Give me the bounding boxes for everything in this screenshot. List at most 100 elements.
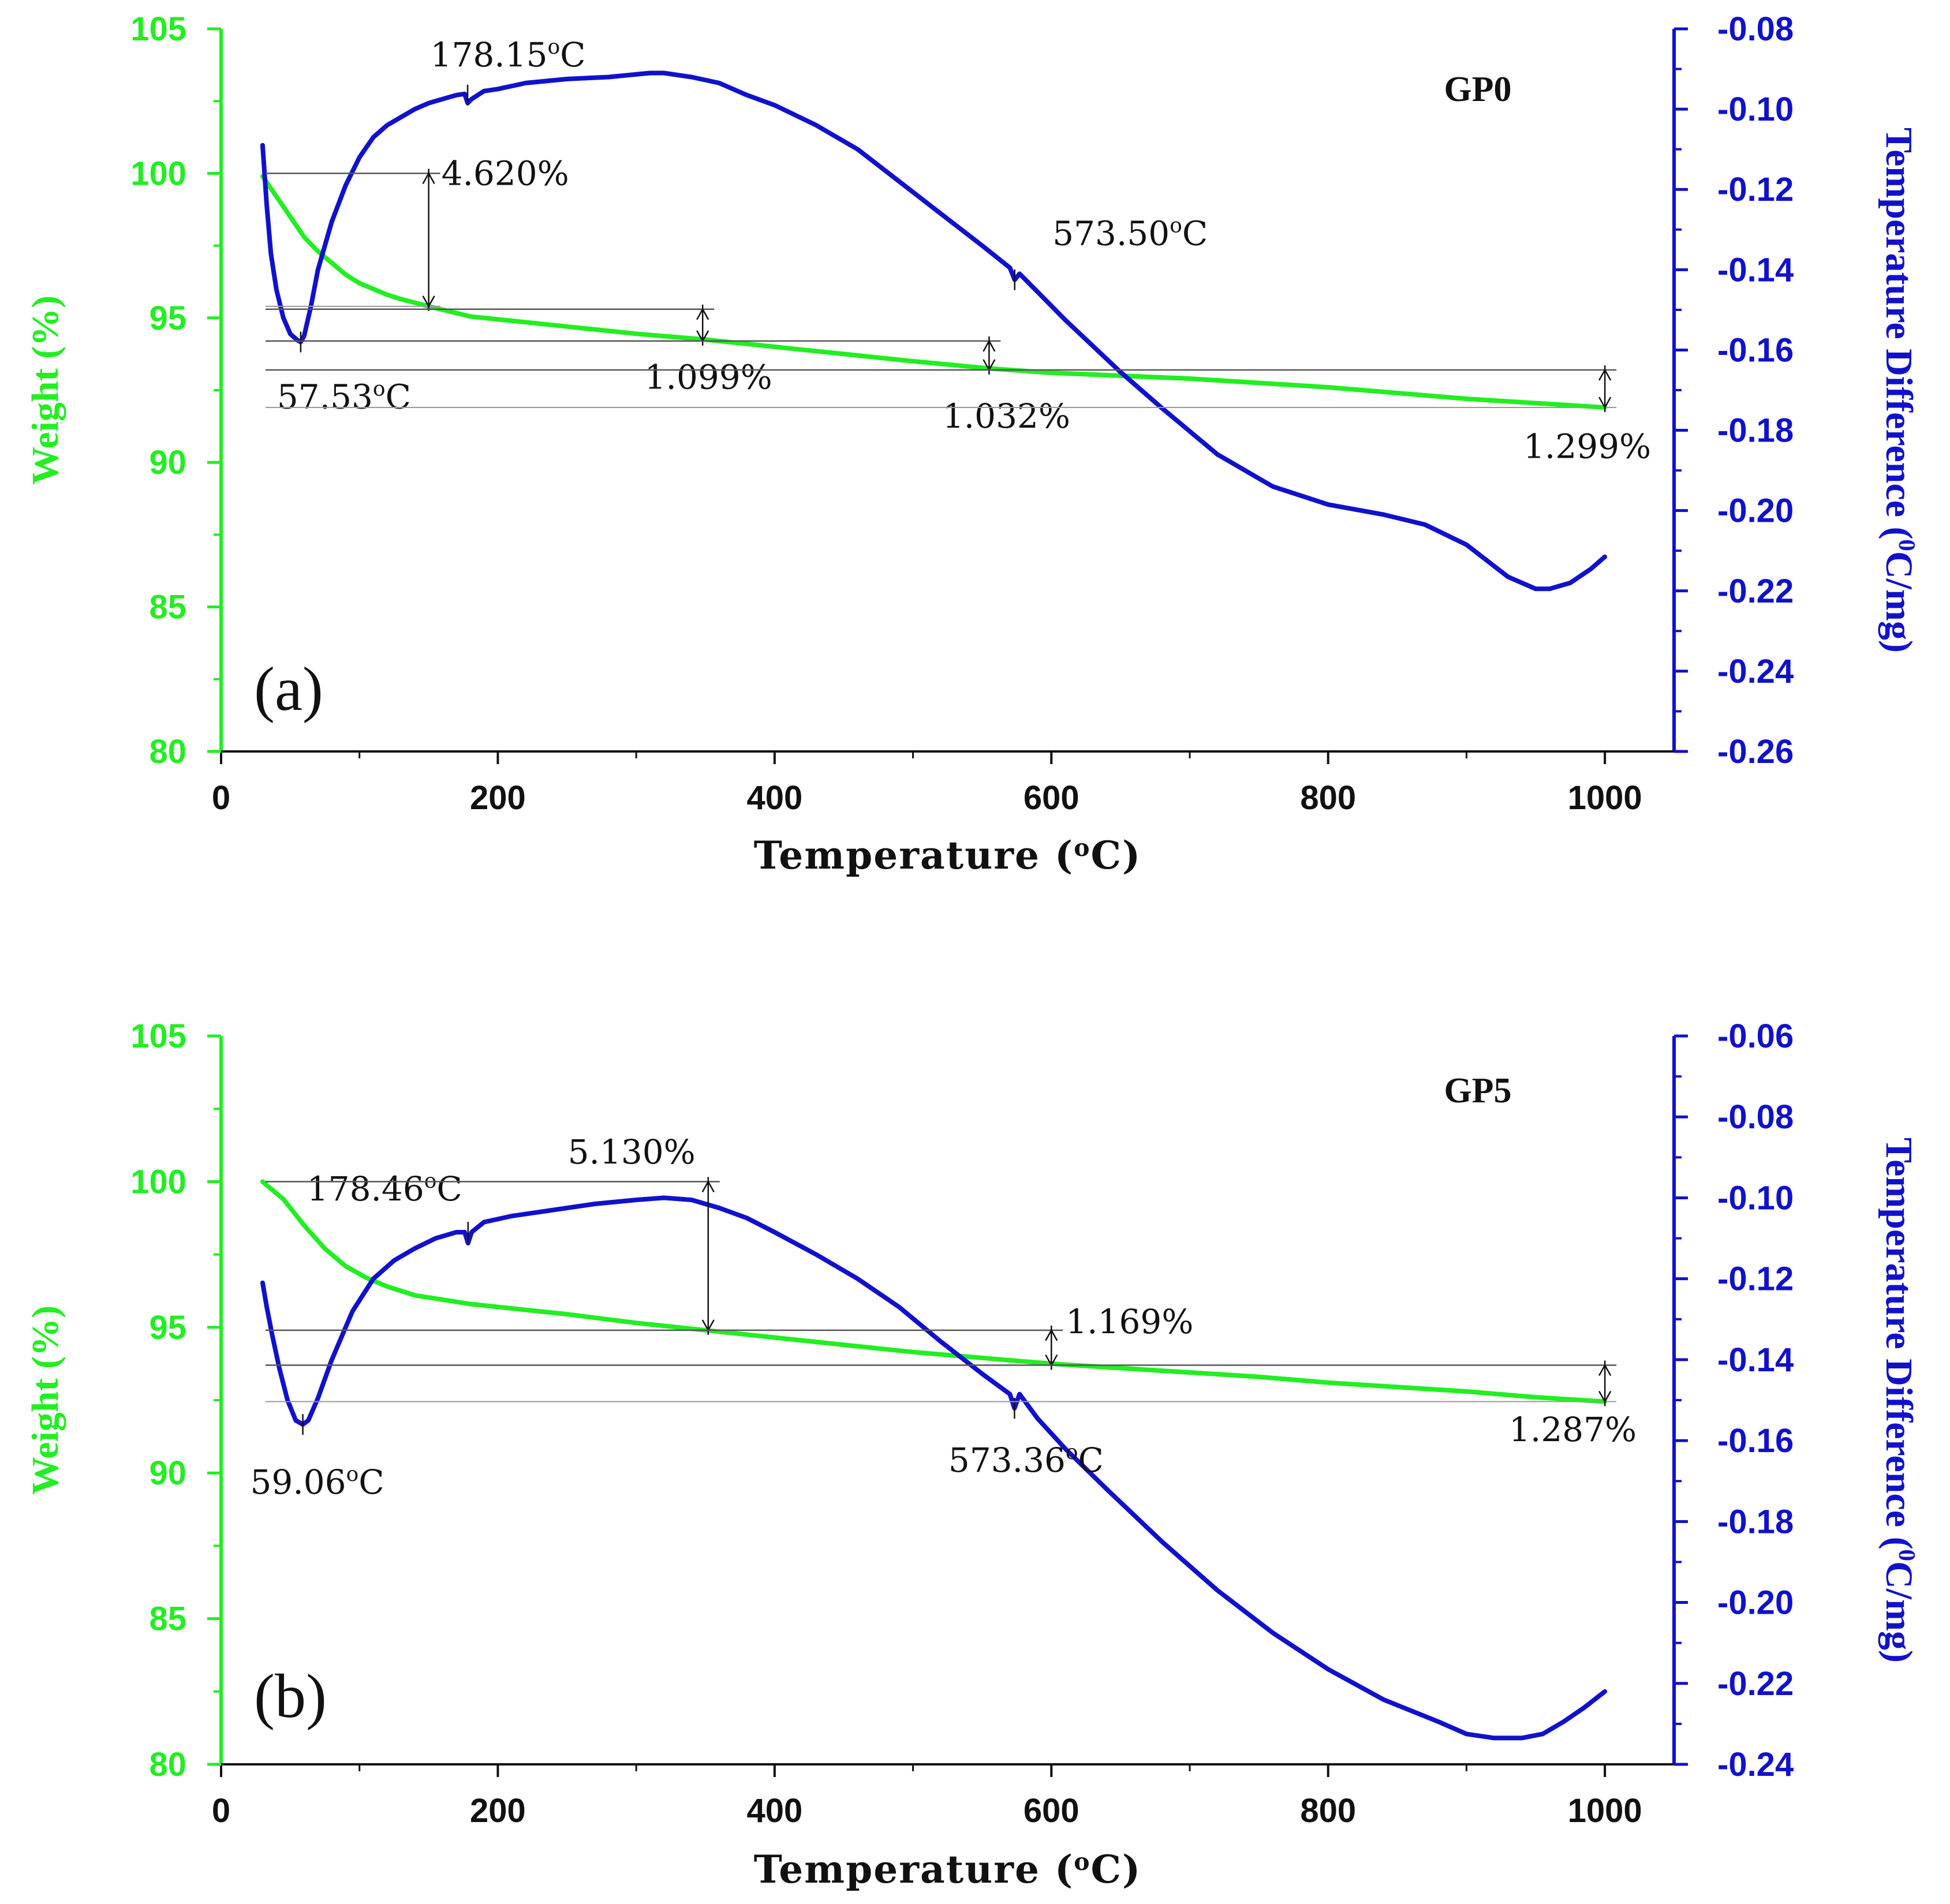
x-axis-title-sup: o bbox=[1074, 1848, 1090, 1876]
y-tick-label: 85 bbox=[149, 1600, 186, 1638]
x-tick-label: 0 bbox=[212, 779, 230, 817]
weight-loss-label: 1.169% bbox=[1066, 1302, 1193, 1341]
y2-tick-label: -0.26 bbox=[1717, 733, 1794, 770]
peak-temperature-label-unit: C bbox=[560, 35, 585, 74]
y-tick-label: 85 bbox=[149, 589, 186, 626]
weight-curve-line bbox=[260, 1179, 1608, 1404]
peak-temperature-label-sup: o bbox=[346, 1462, 359, 1486]
y-tick-label: 80 bbox=[149, 733, 186, 770]
y2-tick-label: -0.18 bbox=[1717, 1503, 1794, 1540]
step-arrowhead bbox=[1598, 396, 1612, 409]
y2-tick-label: -0.12 bbox=[1717, 171, 1794, 208]
y2-axis-title-main: Temperature Difference ( bbox=[1878, 1138, 1920, 1550]
peak-temperature-label-main: 573.50 bbox=[1052, 214, 1170, 253]
x-axis-title-unit: C) bbox=[1091, 1847, 1142, 1892]
peak-temperature-label-unit: C bbox=[358, 1462, 384, 1502]
y2-tick-label: -0.24 bbox=[1717, 653, 1794, 690]
peak-temperature-label-sup: o bbox=[373, 377, 386, 401]
panel-label: (b) bbox=[254, 1662, 327, 1731]
y2-tick-label: -0.20 bbox=[1717, 492, 1794, 530]
weight-loss-label: 5.130% bbox=[568, 1132, 696, 1172]
x-axis-title-unit: C) bbox=[1091, 833, 1142, 878]
y2-tick-label: -0.20 bbox=[1717, 1584, 1794, 1622]
y2-tick-label: -0.16 bbox=[1717, 1422, 1794, 1460]
panel-a-gp0: 0 200 400 600 800 1000 80 85 90 95 100 105 -0.26 -0.2… bbox=[24, 10, 1920, 878]
weight-loss-label: 1.287% bbox=[1509, 1410, 1637, 1449]
y-axis-title: Weight (%) bbox=[24, 295, 66, 485]
y-tick-label: 90 bbox=[149, 1454, 186, 1492]
y2-tick-label: -0.14 bbox=[1717, 251, 1794, 289]
peak-temperature-label-sup: o bbox=[548, 35, 561, 59]
step-arrowhead bbox=[983, 339, 996, 352]
y2-axis-title: Temperature Difference (0C/mg) bbox=[1878, 1138, 1920, 1663]
dta-curve-line bbox=[260, 70, 1608, 592]
weight-loss-label: 1.299% bbox=[1523, 427, 1651, 466]
y2-axis-title: Temperature Difference (0C/mg) bbox=[1878, 128, 1920, 653]
y2-tick-label: -0.24 bbox=[1717, 1746, 1794, 1783]
y2-tick-label: -0.14 bbox=[1717, 1341, 1794, 1379]
y2-tick-label: -0.06 bbox=[1717, 1018, 1794, 1055]
step-arrowhead bbox=[422, 295, 435, 308]
peak-temperature-label-main: 178.15 bbox=[431, 35, 548, 74]
peak-temperature-label-sup: o bbox=[1066, 1441, 1078, 1464]
x-tick-label: 400 bbox=[746, 779, 802, 817]
peak-temperature-label-unit: C bbox=[1078, 1441, 1104, 1480]
y-tick-label: 100 bbox=[130, 1163, 186, 1200]
y-tick-label: 80 bbox=[149, 1746, 186, 1783]
dta-curve-line bbox=[260, 1195, 1608, 1741]
x-axis-title-main: Temperature ( bbox=[754, 1847, 1074, 1892]
step-arrowhead bbox=[696, 308, 709, 320]
sample-label: GP5 bbox=[1444, 1071, 1511, 1110]
y2-axis-title-main: Temperature Difference ( bbox=[1878, 128, 1920, 540]
sample-label: GP0 bbox=[1444, 70, 1511, 109]
y2-axis-title-sup: 0 bbox=[1894, 540, 1920, 551]
peak-temperature-label: 178.46oC bbox=[307, 1169, 462, 1209]
x-axis-title-sup: o bbox=[1074, 834, 1090, 862]
y-tick-label: 105 bbox=[130, 1018, 186, 1055]
weight-loss-label: 1.099% bbox=[645, 357, 772, 396]
x-tick-label: 0 bbox=[212, 1792, 230, 1830]
peak-temperature-label-main: 59.06 bbox=[251, 1462, 346, 1502]
y2-axis-title-unit: C/mg) bbox=[1878, 551, 1920, 653]
step-arrowhead bbox=[422, 171, 435, 185]
x-axis-title-main: Temperature ( bbox=[754, 833, 1074, 878]
peak-temperature-label: 59.06oC bbox=[251, 1462, 384, 1502]
y2-tick-label: -0.22 bbox=[1717, 573, 1794, 610]
x-tick-label: 400 bbox=[746, 1792, 802, 1830]
peak-temperature-label-unit: C bbox=[436, 1169, 462, 1209]
y2-tick-label: -0.12 bbox=[1717, 1260, 1794, 1298]
x-tick-label: 600 bbox=[1023, 1792, 1079, 1830]
y2-axis-title-sup: 0 bbox=[1894, 1550, 1920, 1561]
y-tick-label: 95 bbox=[149, 1309, 186, 1346]
x-axis-title: Temperature (oC) bbox=[754, 833, 1142, 878]
weight-loss-label: 1.032% bbox=[943, 396, 1070, 436]
step-arrowhead bbox=[1598, 1363, 1612, 1376]
peak-temperature-label: 57.53oC bbox=[277, 377, 411, 417]
peak-temperature-label: 573.50oC bbox=[1052, 214, 1208, 253]
peak-temperature-label-main: 178.46 bbox=[307, 1169, 424, 1209]
y2-tick-label: -0.08 bbox=[1717, 10, 1794, 48]
peak-temperature-label-sup: o bbox=[1170, 214, 1182, 238]
x-tick-label: 600 bbox=[1023, 779, 1079, 817]
y-tick-label: 100 bbox=[130, 155, 186, 192]
peak-temperature-label-main: 573.36 bbox=[948, 1441, 1066, 1480]
y-tick-label: 105 bbox=[130, 10, 186, 48]
step-arrowhead bbox=[1598, 1390, 1612, 1404]
y2-tick-label: -0.10 bbox=[1717, 1179, 1794, 1217]
x-tick-label: 200 bbox=[470, 1792, 526, 1830]
step-arrowhead bbox=[1045, 1329, 1058, 1341]
panel-b-gp5: 0 200 400 600 800 1000 80 85 90 95 100 105 -0.24 -0.2… bbox=[24, 1018, 1920, 1892]
y-tick-label: 90 bbox=[149, 444, 186, 481]
weight-loss-label: 4.620% bbox=[442, 154, 569, 193]
y2-tick-label: -0.10 bbox=[1717, 91, 1794, 128]
peak-temperature-label: 178.15oC bbox=[431, 35, 586, 74]
y2-axis-title-unit: C/mg) bbox=[1878, 1561, 1920, 1663]
x-tick-label: 800 bbox=[1300, 1792, 1356, 1830]
panel-label: (a) bbox=[254, 655, 323, 724]
y2-tick-label: -0.08 bbox=[1717, 1098, 1794, 1136]
peak-temperature-label: 573.36oC bbox=[948, 1441, 1104, 1480]
y2-tick-label: -0.16 bbox=[1717, 331, 1794, 369]
y-tick-label: 95 bbox=[149, 300, 186, 337]
x-tick-label: 200 bbox=[470, 779, 526, 817]
